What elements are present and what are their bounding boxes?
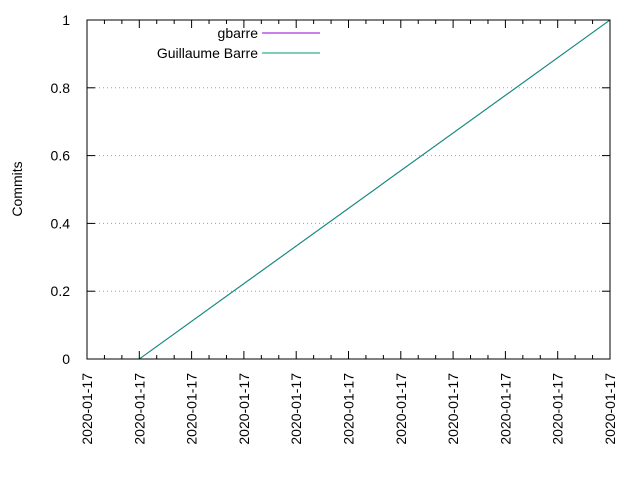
x-tick-label: 2020-01-17 [341, 373, 357, 445]
x-tick-label: 2020-01-17 [131, 373, 147, 445]
y-tick-label: 0.2 [51, 283, 71, 299]
y-tick-label: 0.8 [51, 80, 71, 96]
y-axis: 0 0.2 0.4 0.6 0.8 1 [51, 12, 610, 367]
plot-frame [86, 19, 611, 360]
x-axis: 2020-01-17 2020-01-17 2020-01-17 2020-01-17… [79, 20, 618, 445]
x-tick-label: 2020-01-17 [184, 373, 200, 445]
legend-label: gbarre [218, 25, 259, 41]
x-tick-label: 2020-01-17 [393, 373, 409, 445]
series-line-1 [139, 19, 611, 360]
legend-label: Guillaume Barre [157, 45, 258, 61]
x-tick-label: 2020-01-17 [79, 373, 95, 445]
y-tick-label: 0 [62, 351, 70, 367]
y-tick-label: 1 [62, 12, 70, 28]
y-axis-title: Commits [9, 161, 25, 216]
x-tick-label: 2020-01-17 [236, 373, 252, 445]
x-tick-label: 2020-01-17 [550, 373, 566, 445]
x-tick-label: 2020-01-17 [445, 373, 461, 445]
x-tick-label: 2020-01-17 [602, 373, 618, 445]
y-tick-label: 0.4 [51, 215, 71, 231]
grid-lines [87, 87, 610, 292]
y-tick-label: 0.6 [51, 148, 71, 164]
legend: gbarre Guillaume Barre [157, 25, 320, 61]
x-tick-label: 2020-01-17 [288, 373, 304, 445]
x-tick-label: 2020-01-17 [497, 373, 513, 445]
series-lines [139, 19, 611, 360]
